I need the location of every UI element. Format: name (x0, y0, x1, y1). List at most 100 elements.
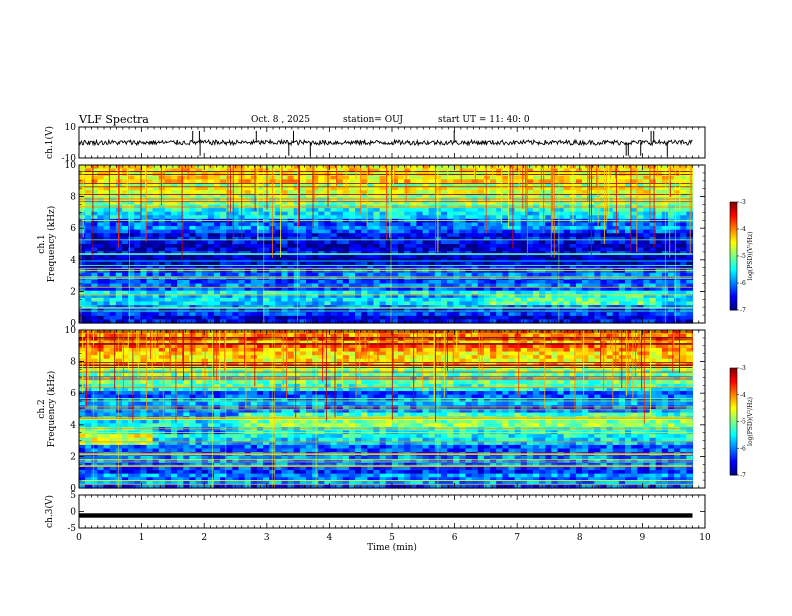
ch1_spectrogram-cell (558, 212, 565, 216)
ch1_spectrogram-cell (459, 244, 466, 248)
ch1_spectrogram-cell (245, 230, 252, 234)
ch1_spectrogram-cell (508, 316, 515, 320)
ch1_spectrogram-cell (171, 273, 178, 277)
ch1_spectrogram-cell (324, 219, 331, 223)
ch1_spectrogram-cell (686, 258, 693, 262)
ch1_spectrogram-cell (79, 176, 86, 180)
ch1_spectrogram-cell (349, 179, 356, 183)
ch1_spectrogram-cell (637, 169, 644, 173)
ch1_spectrogram-cell (226, 240, 233, 244)
ch1_spectrogram-cell (490, 212, 497, 216)
ch1_spectrogram-cell (226, 301, 233, 305)
ch1_spectrogram-cell (220, 248, 227, 252)
ch1_spectrogram-cell (490, 179, 497, 183)
ch1_spectrogram-cell (220, 240, 227, 244)
ch1_spectrogram-cell (367, 169, 374, 173)
ch1_spectrogram-cell (429, 219, 436, 223)
ch1_spectrogram-cell (521, 240, 528, 244)
ch1_spectrogram-cell (410, 280, 417, 284)
ch1_spectrogram-cell (650, 176, 657, 180)
ch1_spectrogram-cell (472, 273, 479, 277)
ch1_spectrogram-cell (288, 237, 295, 241)
ch1_spectrogram-cell (502, 240, 509, 244)
ch1_spectrogram-cell (251, 208, 258, 212)
ch1_spectrogram-cell (85, 291, 92, 295)
ch1_spectrogram-cell (594, 258, 601, 262)
ch1_spectrogram-cell (171, 301, 178, 305)
ch1_spectrogram-cell (196, 301, 203, 305)
ch1_spectrogram-cell (410, 255, 417, 259)
ch1_spectrogram-cell (613, 312, 620, 316)
ch2_spectrogram-cell (122, 344, 129, 348)
ch1_spectrogram-cell (441, 273, 448, 277)
ch1_spectrogram-cell (416, 212, 423, 216)
ch1_spectrogram-cell (576, 212, 583, 216)
ch1_spectrogram-cell (502, 230, 509, 234)
ch1_spectrogram-cell (625, 301, 632, 305)
ch1_spectrogram-cell (232, 273, 239, 277)
ch1_spectrogram-cell (515, 212, 522, 216)
ch1_spectrogram-cell (208, 219, 215, 223)
ch1_spectrogram-cell (637, 176, 644, 180)
ch1_spectrogram-cell (380, 212, 387, 216)
ch1_spectrogram-cell (214, 219, 221, 223)
ch1_spectrogram-cell (508, 255, 515, 259)
ch1_spectrogram-cell (226, 312, 233, 316)
ch1_spectrogram-cell (189, 244, 196, 248)
ch1_spectrogram-cell (496, 273, 503, 277)
ch1_spectrogram-cell (177, 258, 184, 262)
ch1_spectrogram-cell (386, 301, 393, 305)
ch1_spectrogram-cell (564, 273, 571, 277)
ch1_spectrogram-cell (490, 240, 497, 244)
ch1_spectrogram-cell (97, 273, 104, 277)
ch1_spectrogram-cell (380, 176, 387, 180)
ch1_spectrogram-cell (533, 312, 540, 316)
ch1_spectrogram-cell (337, 230, 344, 234)
ch1_spectrogram-cell (97, 269, 104, 273)
ch1_spectrogram-cell (281, 222, 288, 226)
ch1_spectrogram-cell (349, 222, 356, 226)
ch1_spectrogram-cell (214, 179, 221, 183)
ch1_spectrogram-cell (686, 215, 693, 219)
ch1_spectrogram-cell (171, 298, 178, 302)
ch1_spectrogram-cell (533, 219, 540, 223)
ch1_spectrogram-cell (91, 255, 98, 259)
ch1_spectrogram-cell (429, 215, 436, 219)
ch1_spectrogram-cell (680, 176, 687, 180)
ch1_spectrogram-cell (496, 312, 503, 316)
ch1_spectrogram-cell (116, 312, 123, 316)
ch1_spectrogram-cell (355, 301, 362, 305)
ch1_spectrogram-cell (367, 301, 374, 305)
ch1_spectrogram-cell (159, 240, 166, 244)
ch1_spectrogram-cell (165, 298, 172, 302)
ch1_spectrogram-cell (165, 266, 172, 270)
ch1_spectrogram-cell (441, 169, 448, 173)
ch1_spectrogram-cell (508, 244, 515, 248)
ch1_spectrogram-cell (367, 248, 374, 252)
ch1_spectrogram-cell (281, 244, 288, 248)
ch1_spectrogram-cell (478, 312, 485, 316)
ch1_spectrogram-cell (686, 230, 693, 234)
ch1_spectrogram-cell (226, 222, 233, 226)
ch1_spectrogram-cell (459, 176, 466, 180)
ch1_spectrogram-cell (300, 165, 307, 169)
ch1_spectrogram-cell (208, 237, 215, 241)
ch1_spectrogram-cell (472, 212, 479, 216)
ch1_spectrogram-cell (306, 215, 313, 219)
ch1_spectrogram-cell (128, 237, 135, 241)
ch1_spectrogram-cell (122, 280, 129, 284)
ch1_spectrogram-cell (281, 298, 288, 302)
ch1_spectrogram-cell (386, 258, 393, 262)
ch1_spectrogram-cell (288, 244, 295, 248)
ch1_spectrogram-cell (134, 169, 141, 173)
ch1_spectrogram-cell (539, 301, 546, 305)
ch1_spectrogram-cell (116, 273, 123, 277)
ch1_spectrogram-cell (558, 255, 565, 259)
ch1_spectrogram-cell (637, 273, 644, 277)
ch1_spectrogram-cell (146, 176, 153, 180)
ch1_spectrogram-cell (324, 280, 331, 284)
ch1_spectrogram-cell (232, 298, 239, 302)
ch1_spectrogram-cell (343, 269, 350, 273)
ch1_spectrogram-cell (140, 298, 147, 302)
ch1_spectrogram-cell (558, 179, 565, 183)
